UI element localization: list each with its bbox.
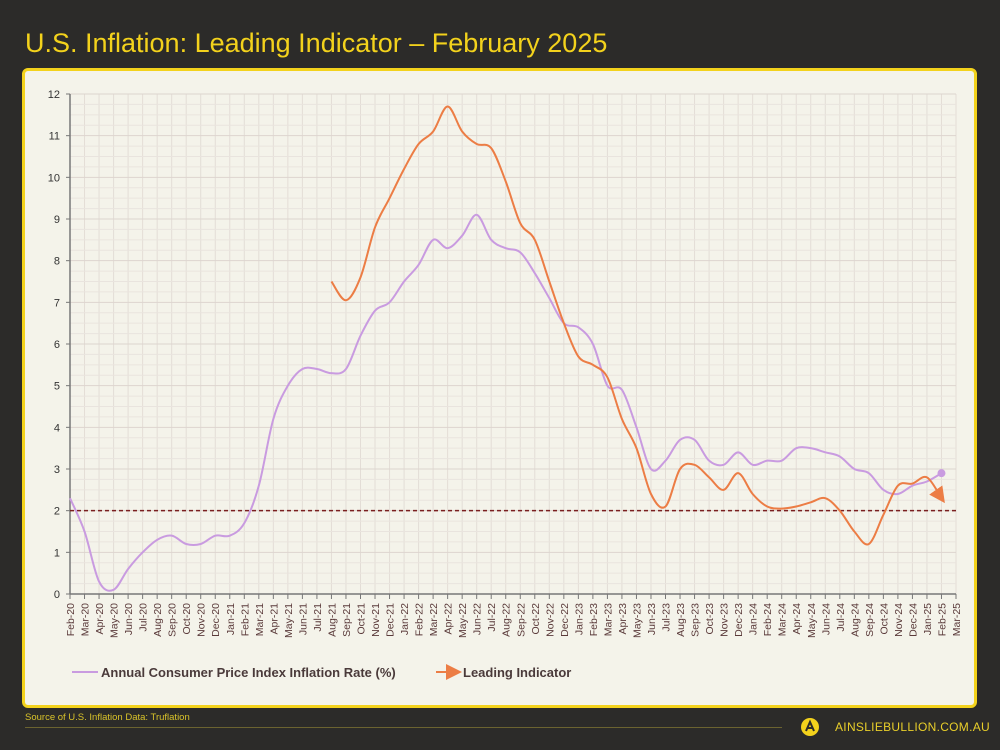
x-tick-label: Nov-23 [719,603,731,637]
legend-cpi-label: Annual Consumer Price Index Inflation Ra… [101,665,396,680]
x-tick-label: Nov-24 [893,603,905,637]
x-tick-label: Apr-20 [94,603,106,635]
x-tick-label: Mar-24 [777,603,789,636]
x-tick-label: Sep-22 [515,603,527,637]
x-tick-label: Mar-21 [254,603,266,636]
x-tick-label: Oct-23 [704,603,716,635]
x-tick-label: Jan-23 [573,603,585,635]
x-tick-label: Apr-23 [617,603,629,635]
x-tick-label: Sep-23 [690,603,702,637]
x-tick-label: Feb-25 [936,603,948,636]
x-tick-label: Mar-20 [80,603,92,636]
y-tick-label: 12 [48,89,60,101]
x-tick-label: Jun-20 [123,603,135,635]
brand-logo-icon [801,718,819,736]
cpi-series-line [69,213,942,592]
x-tick-label: Apr-21 [268,603,280,635]
y-tick-label: 10 [48,172,60,184]
y-tick-label: 0 [54,589,60,601]
x-tick-label: Sep-20 [167,603,179,637]
x-tick-label: Nov-20 [196,603,208,637]
x-tick-label: Dec-22 [559,603,571,637]
site-link[interactable]: AINSLIEBULLION.COM.AU [835,720,991,734]
x-tick-label: Jul-21 [312,603,324,632]
x-tick-label: Aug-20 [152,603,164,637]
x-tick-label: Jan-21 [225,603,237,635]
x-tick-label: Dec-23 [733,603,745,637]
x-tick-label: Aug-22 [501,603,513,637]
x-tick-label: Jul-22 [486,603,498,632]
x-tick-label: Feb-24 [762,603,774,636]
x-tick-label: Jul-24 [835,603,847,632]
x-tick-label: Dec-24 [907,603,919,637]
x-tick-label: Jan-24 [748,603,760,635]
x-tick-label: Aug-23 [675,603,687,637]
x-tick-label: Mar-25 [951,603,963,636]
y-tick-label: 5 [54,381,60,393]
x-tick-label: Jul-20 [138,603,150,632]
x-tick-label: Jun-21 [297,603,309,635]
x-tick-label: Aug-21 [326,603,338,637]
x-tick-label: Oct-22 [530,603,542,635]
x-tick-label: Feb-20 [65,603,77,636]
x-tick-label: Nov-22 [544,603,556,637]
x-tick-label: Oct-24 [878,603,890,635]
x-tick-label: Oct-21 [355,603,367,635]
x-tick-label: Dec-21 [385,603,397,637]
y-tick-label: 1 [54,547,60,559]
x-tick-label: Apr-22 [443,603,455,635]
x-tick-label: Feb-21 [239,603,251,636]
page-title: U.S. Inflation: Leading Indicator – Febr… [25,28,608,58]
x-tick-label: Jan-22 [399,603,411,635]
x-tick-label: May-23 [631,603,643,638]
x-tick-label: Feb-23 [588,603,600,636]
y-tick-label: 2 [54,506,60,518]
y-tick-label: 6 [54,339,60,351]
y-tick-label: 9 [54,214,60,226]
y-tick-label: 7 [54,297,60,309]
x-tick-label: Mar-23 [602,603,614,636]
y-tick-label: 3 [54,464,60,476]
chart-frame: 0 1 2 3 4 5 6 7 8 9 10 11 12 Feb-20 Mar-20 Apr-20 May-20… [22,68,977,708]
x-tick-label: May-22 [457,603,469,638]
x-tick-label: Oct-20 [181,603,193,635]
x-tick-label: Jun-23 [646,603,658,635]
legend-leading-label: Leading Indicator [463,665,571,680]
x-tick-label: Dec-20 [210,603,222,637]
x-tick-label: Jun-24 [820,603,832,635]
x-tick-label: Jul-23 [661,603,673,632]
x-tick-label: May-24 [806,603,818,638]
x-tick-label: Sep-21 [341,603,353,637]
x-tick-label: May-20 [109,603,121,638]
x-tick-label: Mar-22 [428,603,440,636]
footer-divider [25,727,782,728]
x-tick-label: Jun-22 [472,603,484,635]
cpi-end-point [937,469,946,478]
y-tick-label: 8 [54,256,60,268]
x-tick-label: Nov-21 [370,603,382,637]
x-tick-label: May-21 [283,603,295,638]
leading-indicator-series-line [330,105,945,546]
y-tick-label: 11 [49,131,60,143]
x-tick-label: Aug-24 [849,603,861,637]
source-note: Source of U.S. Inflation Data: Truflatio… [25,712,190,723]
x-tick-label: Sep-24 [864,603,876,637]
x-tick-label: Feb-22 [414,603,426,636]
x-tick-label: Jan-25 [922,603,934,635]
x-tick-label: Apr-24 [791,603,803,635]
y-tick-label: 4 [54,422,60,434]
